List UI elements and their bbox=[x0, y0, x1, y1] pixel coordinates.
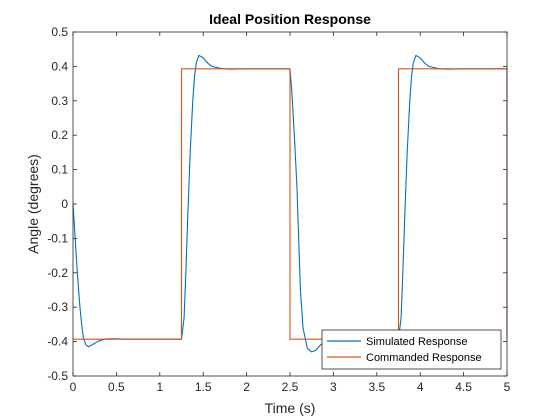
legend-box bbox=[321, 329, 502, 370]
legend-label-commanded: Commanded Response bbox=[366, 352, 482, 364]
legend: Simulated Response Commanded Response bbox=[321, 329, 502, 370]
y-axis: -0.5 -0.4 -0.3 -0.2 -0.1 0 0.1 0.2 0.3 0.4 0.5 bbox=[47, 25, 507, 383]
y-tick-label: 0.1 bbox=[51, 163, 68, 177]
y-tick-label: -0.2 bbox=[47, 266, 68, 280]
x-tick-label: 3 bbox=[330, 380, 337, 394]
y-tick-label: -0.5 bbox=[47, 369, 68, 383]
y-tick-label: -0.4 bbox=[47, 335, 68, 349]
x-tick-label: 4.5 bbox=[455, 380, 472, 394]
chart-title: Ideal Position Response bbox=[209, 11, 371, 27]
y-tick-label: 0.4 bbox=[51, 59, 68, 73]
x-tick-label: 2 bbox=[243, 380, 250, 394]
x-tick-label: 2.5 bbox=[282, 380, 299, 394]
series-layer bbox=[72, 54, 508, 353]
y-tick-label: -0.3 bbox=[47, 300, 68, 314]
x-tick-label: 1 bbox=[156, 380, 163, 394]
x-axis: 0 0.5 1 1.5 2 2.5 3 3.5 4 4.5 5 bbox=[70, 32, 511, 394]
x-tick-label: 3.5 bbox=[368, 380, 385, 394]
series-line-commanded bbox=[73, 68, 508, 340]
y-tick-label: 0.2 bbox=[51, 128, 68, 142]
x-tick-label: 5 bbox=[504, 380, 511, 394]
y-tick-label: 0.3 bbox=[51, 94, 68, 108]
x-tick-label: 0.5 bbox=[108, 380, 125, 394]
x-axis-label: Time (s) bbox=[265, 400, 316, 416]
y-tick-label: -0.1 bbox=[47, 231, 68, 245]
y-tick-label: 0 bbox=[61, 197, 68, 211]
y-axis-label: Angle (degrees) bbox=[25, 154, 41, 254]
legend-label-simulated: Simulated Response bbox=[366, 336, 468, 348]
x-tick-label: 0 bbox=[70, 380, 77, 394]
x-tick-label: 4 bbox=[417, 380, 424, 394]
y-tick-label: 0.5 bbox=[51, 25, 68, 39]
x-tick-label: 1.5 bbox=[195, 380, 212, 394]
